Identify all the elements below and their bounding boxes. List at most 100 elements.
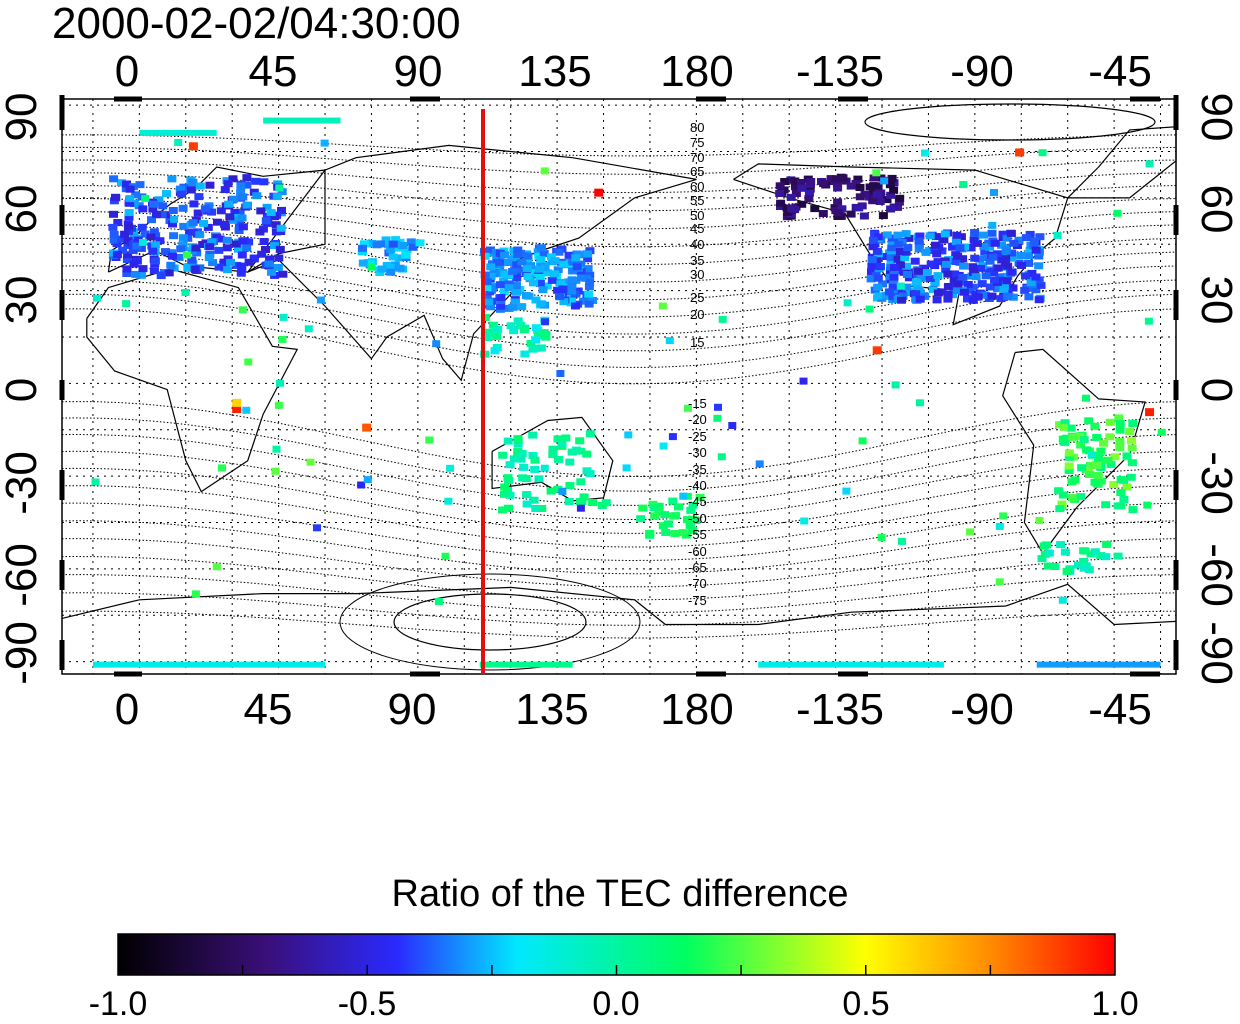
tec-cell (242, 174, 252, 182)
lon-tick-top: 0 (114, 47, 140, 96)
tec-cell (874, 292, 884, 300)
tec-cell (889, 186, 899, 194)
tec-cell (131, 270, 141, 278)
tec-cell (176, 245, 186, 253)
tec-cell (567, 283, 577, 291)
tec-cell (516, 455, 526, 463)
tec-cell (804, 189, 814, 197)
lat-tick-left: 0 (0, 377, 46, 403)
tec-cell (194, 193, 204, 201)
tec-cell (528, 431, 538, 439)
tec-cell (195, 231, 205, 239)
tec-cell (186, 186, 196, 194)
colorbar-ticks (241, 965, 992, 975)
tec-cell (898, 292, 908, 300)
tec-cell (714, 403, 722, 411)
tec-cell (1062, 434, 1072, 442)
tec-cell (943, 290, 953, 298)
tec-cell (212, 563, 221, 571)
tec-cell (408, 243, 418, 251)
tec-cell (149, 267, 159, 275)
tec-cell (1062, 567, 1072, 575)
colorbar-tick-label: -1.0 (88, 985, 148, 1023)
tec-cell (1143, 501, 1152, 509)
tec-cell (564, 251, 574, 259)
tec-cell (915, 399, 924, 407)
contour-label: 55 (690, 193, 705, 208)
tec-cell (658, 522, 668, 530)
tec-cell (572, 263, 582, 271)
tec-strip (92, 661, 326, 668)
tec-cell (152, 210, 162, 218)
tec-cell (192, 249, 202, 257)
tec-cell (168, 252, 177, 260)
tec-cell (136, 271, 146, 279)
tec-cell (166, 261, 176, 269)
tec-cell (138, 265, 148, 273)
tec-cell (576, 504, 585, 512)
tec-cell (932, 296, 942, 304)
tec-cell (228, 175, 238, 183)
tec-cell (168, 207, 178, 214)
tec-cell (638, 504, 648, 512)
tec-cell (1103, 456, 1113, 464)
mlat-contour (61, 538, 1177, 588)
tec-cell-outlier (188, 142, 198, 151)
tec-cell (1001, 255, 1011, 263)
tec-cell (306, 458, 315, 466)
tec-cell (519, 463, 529, 471)
lat-tick-right: -30 (1192, 451, 1240, 515)
tec-cell (406, 238, 416, 246)
tec-cell (1024, 259, 1034, 267)
tec-cell (588, 297, 597, 304)
contour-label: 35 (690, 253, 705, 268)
tec-cell (943, 270, 953, 278)
tec-cell (775, 190, 785, 197)
tec-cell (553, 485, 563, 493)
tec-cell (895, 248, 905, 255)
tec-cell (517, 303, 527, 311)
tec-cell (1029, 242, 1039, 250)
tec-cell (910, 257, 920, 265)
tec-cell (955, 244, 965, 252)
tec-cell (242, 201, 252, 209)
tec-cell (122, 300, 131, 308)
tec-cell (1116, 475, 1126, 483)
tec-cell (512, 261, 522, 269)
tec-cell (170, 215, 179, 223)
tec-cell (496, 302, 506, 310)
tec-cell (225, 213, 235, 221)
tec-cell (1144, 317, 1153, 325)
tec-cell (122, 265, 132, 273)
tec-cell (941, 260, 951, 268)
tec-strip (1036, 661, 1161, 668)
tec-cell (530, 456, 540, 464)
tec-cell (1024, 252, 1034, 260)
tec-cell (583, 265, 593, 273)
tec-cell (229, 195, 238, 203)
tec-cell (987, 292, 997, 300)
tec-cell (968, 263, 978, 271)
tec-cell (882, 196, 892, 204)
tec-cell (167, 175, 177, 183)
tec-cell (1057, 500, 1067, 508)
tec-cell (224, 200, 234, 208)
tec-cell (826, 175, 836, 183)
tec-cell (891, 381, 900, 389)
tec-cell (872, 169, 881, 177)
tec-cell (985, 283, 995, 291)
tec-cell (895, 194, 905, 202)
tec-cell (1096, 552, 1106, 560)
tec-cell (855, 193, 865, 201)
contour-label: 70 (690, 150, 705, 165)
tec-cell (498, 506, 508, 514)
tec-cell (541, 331, 551, 338)
tec-cell (1037, 555, 1047, 563)
contour-label: -40 (688, 478, 707, 493)
tec-cell (1084, 566, 1094, 574)
tec-cell (187, 256, 197, 264)
tec-cell (485, 246, 495, 254)
tec-cell (554, 248, 564, 256)
tec-cell (1099, 439, 1109, 447)
tec-cell (487, 284, 497, 292)
